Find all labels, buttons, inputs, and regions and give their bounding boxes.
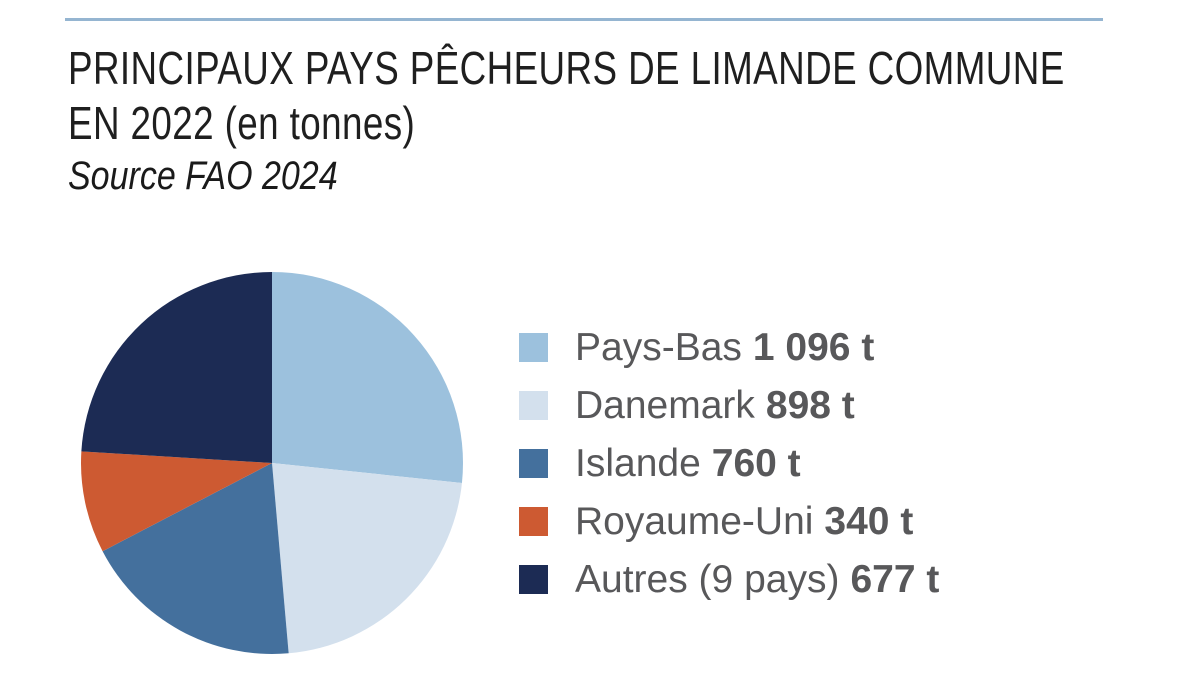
legend-value: 898 t — [765, 383, 855, 427]
pie-slice-royaume-uni — [81, 451, 273, 552]
chart-source: Source FAO 2024 — [68, 154, 338, 198]
legend-value: 1 096 t — [752, 325, 875, 369]
legend-item: Danemark 898 t — [519, 384, 855, 426]
chart-title-line-1: PRINCIPAUX PAYS PÊCHEURS DE LIMANDE COMM… — [68, 42, 1065, 94]
legend-value: 340 t — [824, 499, 914, 543]
legend-label: Royaume-Uni — [575, 499, 814, 543]
legend-value: 760 t — [711, 441, 801, 485]
legend-swatch-icon — [519, 390, 548, 420]
legend-swatch-icon — [519, 448, 548, 478]
legend-item: Autres (9 pays) 677 t — [519, 558, 939, 600]
pie-slice-autres-9-pays — [81, 272, 272, 463]
pie-slice-pays-bas — [272, 272, 463, 483]
legend-label: Danemark — [575, 383, 755, 427]
legend-item: Pays-Bas 1 096 t — [519, 326, 874, 368]
legend-value: 677 t — [850, 557, 940, 601]
pie-slice-danemark — [272, 463, 462, 654]
legend-label: Autres (9 pays) — [575, 557, 840, 601]
legend-item: Royaume-Uni 340 t — [519, 500, 913, 542]
legend-swatch-icon — [519, 564, 548, 594]
pie-chart — [81, 272, 463, 654]
legend-swatch-icon — [519, 506, 548, 536]
pie-slice-islande — [102, 463, 289, 654]
legend-label: Pays-Bas — [575, 325, 742, 369]
top-rule — [65, 18, 1103, 21]
pie-svg — [81, 272, 463, 654]
legend-label: Islande — [575, 441, 701, 485]
chart-title-line-2: EN 2022 (en tonnes) — [68, 97, 416, 149]
legend-item: Islande 760 t — [519, 442, 801, 484]
legend-swatch-icon — [519, 332, 548, 362]
